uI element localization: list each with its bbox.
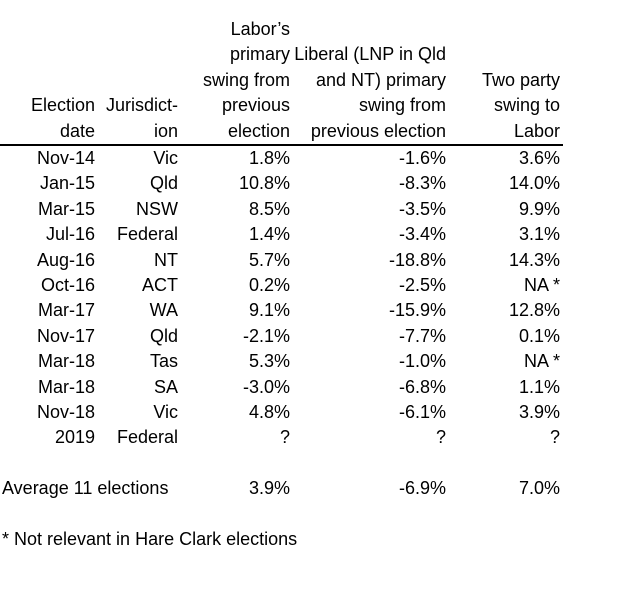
cell-election-date: Nov-17 [36,325,95,346]
cell-liberal-swing: ? [435,427,446,448]
cell-jurisdiction: Vic [153,401,178,422]
cell-election-date: Mar-18 [37,351,95,372]
cell-liberal-swing: -1.0% [398,351,446,372]
cell-election-date: Mar-17 [37,300,95,321]
cell-liberal-swing: -15.9% [388,300,446,321]
summary-liberal-swing: -6.9% [398,478,446,499]
spacer-row [0,451,563,476]
cell-jurisdiction: Qld [149,325,178,346]
cell-election-date: Aug-16 [36,249,95,270]
cell-liberal-swing: -8.3% [398,173,446,194]
cell-two-party-swing: 14.3% [508,249,560,270]
cell-jurisdiction: Tas [149,351,178,372]
cell-liberal-swing: -7.7% [398,325,446,346]
spacer-row [0,501,563,526]
cell-liberal-swing: -6.1% [398,401,446,422]
cell-labor-swing: -2.1% [242,325,290,346]
cell-labor-swing: ? [279,427,290,448]
cell-two-party-swing: 0.1% [518,325,560,346]
cell-election-date: Jan-15 [39,173,95,194]
cell-two-party-swing: 3.9% [518,401,560,422]
cell-jurisdiction: SA [153,376,178,397]
cell-labor-swing: 9.1% [248,300,290,321]
footnote: * Not relevant in Hare Clark elections [2,528,298,549]
summary-labor-swing: 3.9% [248,478,290,499]
column-header-liberal-swing: Liberal (LNP in Qld and NT) primary swin… [293,0,449,146]
column-header-election-date: Election date [0,0,98,146]
cell-liberal-swing: -18.8% [388,249,446,270]
cell-two-party-swing: 12.8% [508,300,560,321]
cell-labor-swing: 5.3% [248,351,290,372]
column-header-jurisdiction: Jurisdict- ion [98,0,181,146]
cell-two-party-swing: ? [549,427,560,448]
cell-election-date: Mar-15 [37,198,95,219]
cell-two-party-swing: 3.6% [518,148,560,168]
cell-labor-swing: 0.2% [248,274,290,295]
cell-liberal-swing: -1.6% [398,148,446,168]
cell-labor-swing: 1.8% [248,148,290,168]
cell-two-party-swing: 3.1% [518,224,560,245]
summary-label: Average 11 elections [2,478,169,499]
cell-election-date: Mar-18 [37,376,95,397]
cell-labor-swing: 10.8% [238,173,290,194]
cell-election-date: Oct-16 [40,274,95,295]
cell-liberal-swing: -6.8% [398,376,446,397]
cell-liberal-swing: -3.4% [398,224,446,245]
cell-jurisdiction: Federal [116,427,178,448]
cell-two-party-swing: NA * [523,274,560,295]
cell-liberal-swing: -2.5% [398,274,446,295]
cell-two-party-swing: 9.9% [518,198,560,219]
cell-labor-swing: 5.7% [248,249,290,270]
cell-election-date: Nov-18 [36,401,95,422]
cell-liberal-swing: -3.5% [398,198,446,219]
cell-jurisdiction: NSW [136,198,178,219]
cell-jurisdiction: Vic [153,148,178,168]
cell-jurisdiction: NT [154,249,178,270]
cell-jurisdiction: Federal [116,224,178,245]
column-header-two-party-swing: Two party swing to Labor [449,0,563,146]
cell-labor-swing: 1.4% [248,224,290,245]
cell-jurisdiction: Qld [149,173,178,194]
cell-jurisdiction: ACT [142,274,178,295]
cell-two-party-swing: 14.0% [508,173,560,194]
column-header-labor-swing: Labor’s primary swing from previous elec… [181,0,293,146]
cell-jurisdiction: WA [149,300,178,321]
cell-two-party-swing: 1.1% [518,376,560,397]
summary-two-party-swing: 7.0% [518,478,560,499]
cell-two-party-swing: NA * [523,351,560,372]
cell-labor-swing: 8.5% [248,198,290,219]
cell-election-date: Jul-16 [45,224,95,245]
cell-election-date: 2019 [54,427,95,448]
election-swings-table: Election date Jurisdict- ion Labor’s pri… [0,0,563,549]
cell-labor-swing: 4.8% [248,401,290,422]
cell-election-date: Nov-14 [36,148,95,168]
cell-labor-swing: -3.0% [242,376,290,397]
